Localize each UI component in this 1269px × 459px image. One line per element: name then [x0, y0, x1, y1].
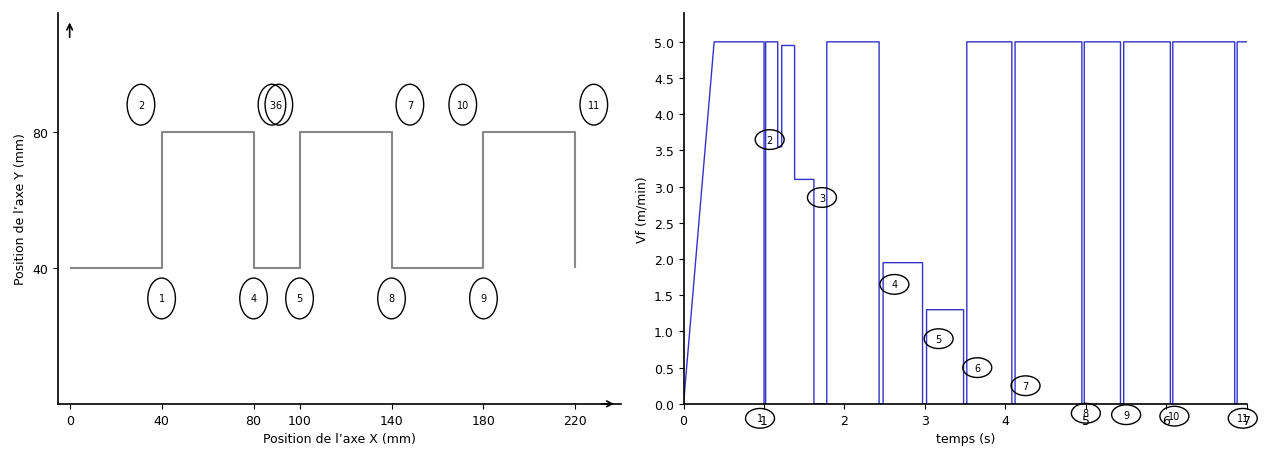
Text: 2: 2 — [138, 101, 145, 111]
Text: 8: 8 — [1082, 409, 1089, 418]
Text: 3: 3 — [269, 101, 275, 111]
Text: 7: 7 — [1023, 381, 1029, 391]
X-axis label: Position de l’axe X (mm): Position de l’axe X (mm) — [264, 432, 416, 445]
Text: 10: 10 — [1169, 411, 1180, 421]
Y-axis label: Position de l’axe Y (mm): Position de l’axe Y (mm) — [14, 133, 27, 285]
Text: 1: 1 — [159, 294, 165, 304]
Text: 8: 8 — [388, 294, 395, 304]
Text: 3: 3 — [819, 193, 825, 203]
Text: 7: 7 — [407, 101, 412, 111]
Text: 10: 10 — [457, 101, 470, 111]
Text: 4: 4 — [250, 294, 256, 304]
Text: 2: 2 — [766, 135, 773, 145]
Text: 11: 11 — [588, 101, 600, 111]
Y-axis label: Vf (m/min): Vf (m/min) — [636, 176, 648, 242]
Text: 5: 5 — [935, 334, 942, 344]
Text: 4: 4 — [891, 280, 897, 290]
X-axis label: temps (s): temps (s) — [935, 432, 995, 445]
Text: 9: 9 — [1123, 410, 1129, 420]
Text: 6: 6 — [975, 363, 981, 373]
Text: 5: 5 — [297, 294, 303, 304]
Text: 9: 9 — [481, 294, 486, 304]
Text: 11: 11 — [1237, 414, 1249, 423]
Text: 1: 1 — [756, 414, 763, 423]
Text: 6: 6 — [275, 101, 282, 111]
